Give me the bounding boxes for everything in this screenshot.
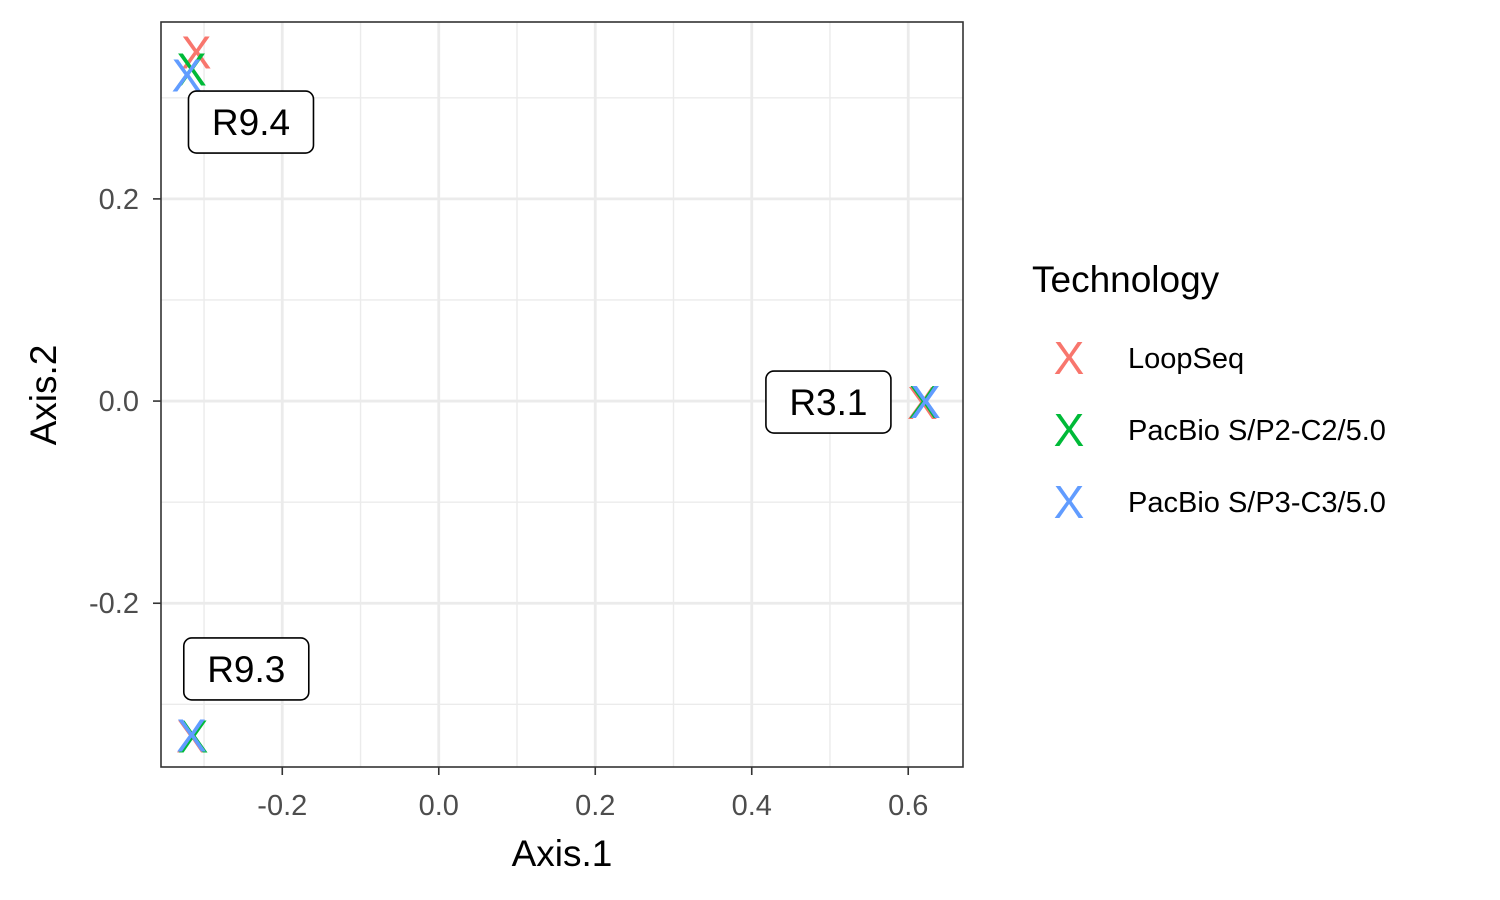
x-tick-label: 0.2 xyxy=(575,790,615,822)
legend-label: PacBio S/P2-C2/5.0 xyxy=(1128,415,1386,447)
data-point-x-marker: X xyxy=(176,710,207,762)
y-axis-title: Axis.2 xyxy=(23,345,64,446)
legend-key-x-marker: X xyxy=(1054,476,1085,528)
data-point-x-marker: X xyxy=(176,44,207,96)
point-label-box: R9.3 xyxy=(182,637,310,701)
x-axis-title: Axis.1 xyxy=(512,833,613,874)
y-tick-label: 0.2 xyxy=(99,184,139,216)
data-point-x-marker: X xyxy=(181,26,212,78)
label-box-frame xyxy=(182,637,310,701)
legend-title: Technology xyxy=(1032,259,1220,300)
point-label-text: R9.4 xyxy=(212,102,290,143)
point-label-box: R3.1 xyxy=(765,370,892,434)
y-tick-label: 0.0 xyxy=(99,386,139,418)
label-box-frame xyxy=(765,370,892,434)
y-tick-label: -0.2 xyxy=(89,588,139,620)
data-point-x-marker: X xyxy=(176,711,207,763)
point-label-text: R3.1 xyxy=(789,382,867,423)
legend: Technology X LoopSeq X PacBio S/P2-C2/5.0 X P… xyxy=(1032,259,1386,528)
data-point-x-marker: X xyxy=(909,376,940,428)
legend-key-x-marker: X xyxy=(1054,404,1085,456)
point-label-text: R9.3 xyxy=(207,649,285,690)
x-tick-label: 0.6 xyxy=(888,790,928,822)
data-point-x-marker: X xyxy=(907,377,938,429)
x-tick-label: 0.4 xyxy=(732,790,772,822)
legend-label: PacBio S/P3-C3/5.0 xyxy=(1128,487,1386,519)
x-axis: -0.2 0.0 0.2 0.4 0.6 xyxy=(257,767,928,822)
data-point-x-marker: X xyxy=(910,376,941,428)
point-labels: R9.4 R3.1 R9.3 xyxy=(182,90,892,701)
legend-key-x-marker: X xyxy=(1054,332,1085,384)
label-box-frame xyxy=(187,90,315,154)
legend-label: LoopSeq xyxy=(1128,343,1244,375)
point-label-box: R9.4 xyxy=(187,90,315,154)
x-tick-label: 0.0 xyxy=(419,790,459,822)
plot-panel-border xyxy=(160,21,964,768)
data-point-x-marker: X xyxy=(178,711,209,763)
y-axis: -0.2 0.0 0.2 xyxy=(89,184,161,620)
x-tick-label: -0.2 xyxy=(257,790,307,822)
